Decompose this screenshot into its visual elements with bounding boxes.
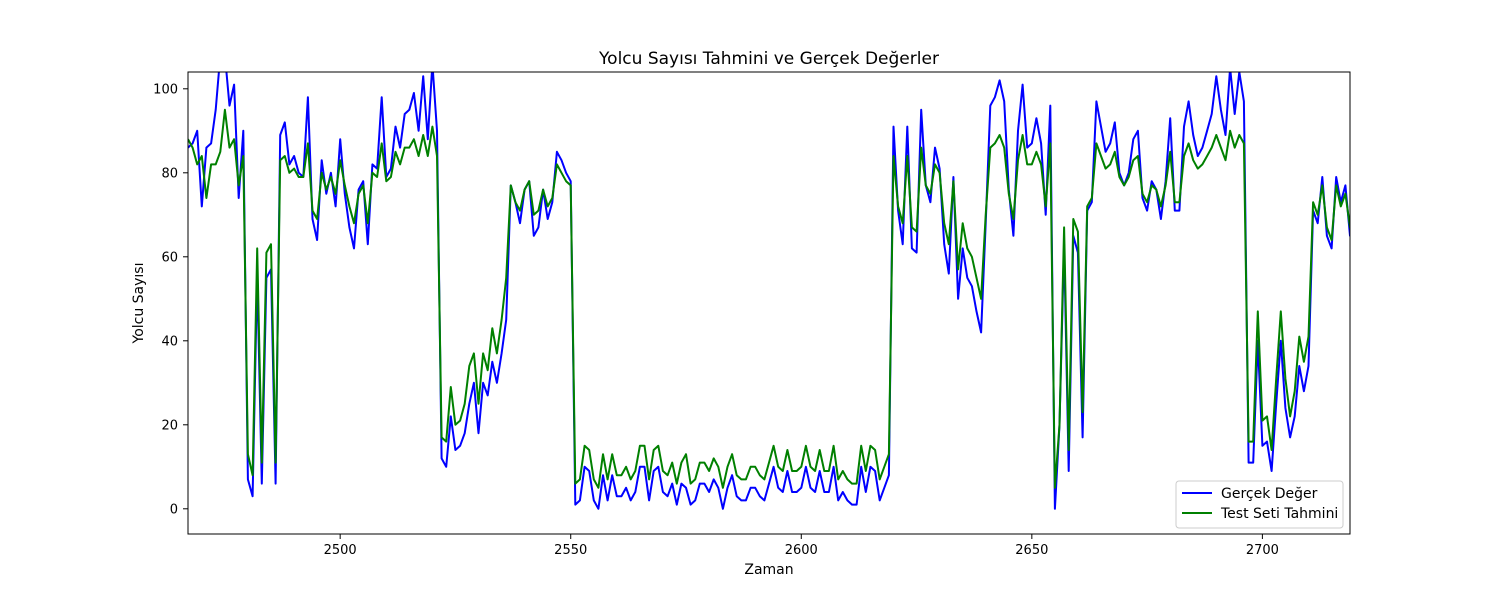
y-axis-label: Yolcu Sayısı — [131, 263, 147, 345]
x-tick-label: 2650 — [1015, 543, 1048, 558]
x-axis-ticks: 2500 2550 2600 2650 2700 — [324, 534, 1279, 558]
x-tick-label: 2700 — [1246, 543, 1279, 558]
series-line-gercek-deger — [188, 72, 1350, 510]
legend-label-test-seti-tahmini: Test Seti Tahmini — [1220, 506, 1338, 522]
series-line-test-seti-tahmini — [188, 108, 1350, 489]
x-tick-label: 2550 — [554, 543, 587, 558]
y-tick-label: 40 — [161, 334, 178, 349]
legend: Gerçek Değer Test Seti Tahmini — [1175, 480, 1344, 529]
y-tick-label: 0 — [170, 502, 178, 517]
y-tick-label: 100 — [153, 82, 178, 97]
y-tick-label: 20 — [161, 418, 178, 433]
y-tick-label: 80 — [161, 166, 178, 181]
chart-title: Yolcu Sayısı Tahmini ve Gerçek Değerler — [598, 49, 939, 69]
x-tick-label: 2600 — [785, 543, 818, 558]
series-layer — [188, 72, 1350, 510]
x-axis-label: Zaman — [744, 562, 793, 578]
y-axis-ticks: 0 20 40 60 80 100 — [153, 82, 188, 517]
legend-label-gercek-deger: Gerçek Değer — [1221, 486, 1318, 502]
x-tick-label: 2500 — [324, 543, 357, 558]
y-tick-label: 60 — [161, 250, 178, 265]
legend-box — [1175, 480, 1344, 529]
plot-frame — [187, 71, 1351, 535]
